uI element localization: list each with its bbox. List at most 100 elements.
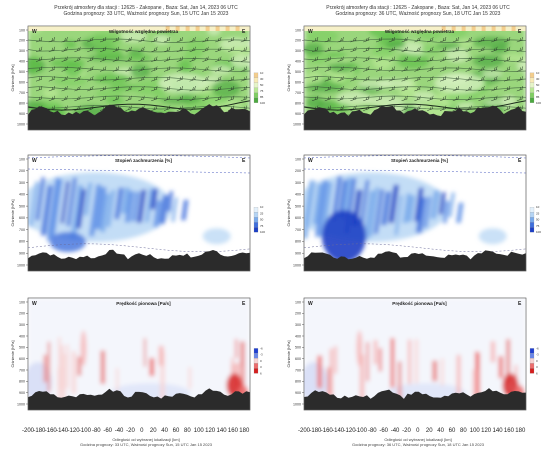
top-band-cell bbox=[235, 26, 240, 31]
y-tick-label: 800 bbox=[19, 240, 25, 244]
west-label: W bbox=[32, 29, 37, 35]
legend-tick-label: 50 bbox=[260, 83, 264, 87]
footer-right: Odległość od wybranej lokalizacji [km] G… bbox=[300, 437, 536, 447]
wind-barb bbox=[414, 85, 421, 92]
y-tick-label: 1000 bbox=[17, 263, 25, 267]
legend-swatch bbox=[253, 207, 259, 213]
y-tick-label: 1000 bbox=[17, 402, 25, 406]
wind-barb bbox=[176, 76, 184, 82]
header-right-line1: Przekrój atmosfery dla stacji : 12625 - … bbox=[326, 5, 510, 11]
y-tick-label: 500 bbox=[19, 70, 25, 74]
wind-barb bbox=[61, 56, 68, 62]
wind-barb bbox=[151, 95, 158, 102]
wind-barb bbox=[337, 85, 344, 92]
legend-swatch bbox=[253, 82, 259, 88]
wind-barb bbox=[125, 95, 132, 102]
legend-swatch bbox=[529, 222, 535, 228]
wind-barb bbox=[465, 66, 472, 72]
x-tick-label: 80 bbox=[184, 428, 191, 434]
y-tick-label: 700 bbox=[295, 368, 301, 372]
x-tick-label: 180 bbox=[239, 428, 250, 434]
wind-barb bbox=[227, 76, 235, 82]
x-tick-label: -60 bbox=[103, 428, 113, 434]
wind-barb bbox=[414, 66, 421, 72]
wind-barb bbox=[311, 76, 319, 82]
wind-barb bbox=[350, 66, 357, 72]
wind-barb bbox=[215, 85, 222, 92]
terrain bbox=[304, 250, 526, 271]
wind-barb bbox=[125, 66, 132, 72]
wind-barb bbox=[240, 66, 248, 72]
legend-tick-label: 75 bbox=[536, 89, 540, 93]
wind-barb bbox=[375, 95, 383, 102]
x-tick-label: -80 bbox=[367, 428, 377, 434]
y-tick-label: 900 bbox=[19, 391, 25, 395]
legend-tick-label: 75 bbox=[260, 224, 264, 228]
y-tick-label: 600 bbox=[295, 216, 301, 220]
wind-barb bbox=[388, 36, 396, 43]
wind-barb bbox=[491, 66, 498, 72]
legend-tick-label: 100 bbox=[260, 101, 265, 105]
wind-barb bbox=[516, 85, 524, 92]
x-axis-right: -200 -180 -160 -140 -120 -100 -80 -60 -40 -20 0 20 4… bbox=[276, 428, 552, 436]
wind-barb bbox=[189, 66, 196, 72]
wind-barb bbox=[240, 76, 248, 82]
wind-barb bbox=[503, 36, 511, 43]
top-band-cell bbox=[215, 26, 220, 31]
x-tick-label: -180 bbox=[309, 428, 322, 434]
wind-barb bbox=[324, 56, 332, 62]
wind-barb bbox=[414, 76, 421, 82]
wind-barb bbox=[491, 85, 498, 92]
wind-barb bbox=[61, 66, 68, 72]
wind-barb bbox=[48, 85, 56, 92]
y-tick-label: 500 bbox=[19, 204, 25, 208]
legend-swatch bbox=[253, 353, 259, 359]
top-band-cell bbox=[175, 26, 180, 31]
wind-barb bbox=[240, 95, 248, 102]
contour-line bbox=[304, 100, 526, 111]
y-tick-label: 400 bbox=[295, 334, 301, 338]
wind-barb bbox=[61, 85, 68, 92]
legend-tick-label: 25 bbox=[536, 211, 540, 215]
wind-barb bbox=[163, 36, 171, 43]
wind-barb bbox=[35, 46, 43, 53]
legend-tick-label: 10 bbox=[260, 205, 264, 209]
legend-swatch bbox=[529, 227, 535, 233]
y-tick-label: 800 bbox=[295, 380, 301, 384]
wind-barb bbox=[151, 56, 158, 62]
wind-barb bbox=[215, 36, 222, 43]
legend-tick-label: 50 bbox=[536, 83, 540, 87]
x-tick-label: 160 bbox=[227, 428, 238, 434]
wind-barb bbox=[176, 36, 184, 43]
wind-barb bbox=[240, 85, 248, 92]
x-tick-label: -120 bbox=[343, 428, 356, 434]
y-tick-label: 600 bbox=[295, 357, 301, 361]
wind-barb bbox=[215, 56, 222, 62]
legend-tick-label: 85 bbox=[260, 95, 264, 99]
wind-barb bbox=[439, 76, 447, 82]
plot-frame bbox=[303, 154, 527, 272]
top-band bbox=[304, 26, 526, 31]
wind-barb bbox=[61, 95, 68, 102]
wind-barb bbox=[478, 76, 485, 82]
x-tick-label: 0 bbox=[416, 428, 420, 434]
wind-barb bbox=[99, 95, 107, 102]
east-label: E bbox=[518, 158, 522, 164]
wind-barb bbox=[375, 36, 383, 43]
wind-barb bbox=[87, 46, 94, 53]
wind-barb bbox=[99, 66, 107, 72]
wind-barb bbox=[503, 46, 511, 53]
top-band-cell bbox=[491, 26, 496, 31]
x-tick-label: 20 bbox=[425, 428, 433, 434]
wind-barb bbox=[503, 95, 511, 102]
legend-swatch bbox=[529, 82, 535, 88]
x-tick-label: -140 bbox=[56, 428, 69, 434]
y-tick-label: 1000 bbox=[293, 263, 301, 267]
wind-barb bbox=[478, 36, 485, 43]
wind-barb bbox=[324, 66, 332, 72]
footer-right-valid: Godzina prognozy: 36 UTC, Ważność progno… bbox=[352, 442, 484, 447]
wind-barb bbox=[311, 66, 319, 72]
x-tick-label: 160 bbox=[503, 428, 514, 434]
wind-barb bbox=[414, 36, 421, 43]
y-tick-label: 600 bbox=[295, 81, 301, 85]
